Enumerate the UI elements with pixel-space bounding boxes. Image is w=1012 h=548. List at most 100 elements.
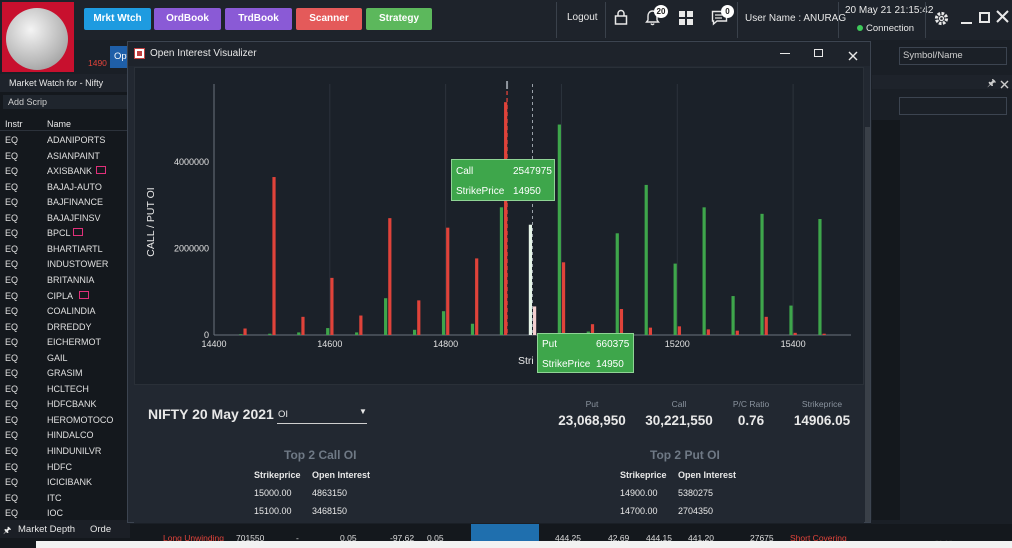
instr-column-header[interactable]: Instr: [5, 119, 23, 129]
watch-column-headers: Instr Name: [0, 116, 130, 131]
nav-button-ordbook[interactable]: OrdBook: [154, 8, 221, 30]
watch-row[interactable]: EQ GAIL: [0, 350, 130, 366]
lock-icon[interactable]: [613, 9, 629, 29]
watch-row[interactable]: EQ HEROMOTOCO: [0, 412, 130, 428]
grid-icon[interactable]: [678, 11, 694, 29]
open-interest-dialog: Open Interest Visualizer 14400 14600 14800…: [127, 41, 871, 523]
pin-icon[interactable]: 🖈: [3, 525, 12, 535]
watch-row[interactable]: EQ HINDALCO: [0, 427, 130, 443]
x-tick-label: 14600: [317, 339, 342, 349]
nav-button-scanner[interactable]: Scanner: [296, 8, 362, 30]
background-input-field[interactable]: [899, 97, 1007, 115]
watch-row[interactable]: EQ BAJAJ-AUTO: [0, 179, 130, 195]
call-bar: [615, 233, 619, 335]
watch-row[interactable]: EQ GRASIM: [0, 365, 130, 381]
watch-row[interactable]: EQ HDFCBANK: [0, 396, 130, 412]
divider: [925, 2, 926, 38]
call-tooltip-strike: 14950: [513, 186, 541, 197]
put-tooltip-strike-label: StrikePrice: [542, 359, 591, 370]
watch-row[interactable]: EQ AXISBANK: [0, 163, 130, 179]
call-bar: [818, 219, 822, 335]
strip-cell: 441.20: [688, 533, 714, 543]
watch-row[interactable]: EQ ADANIPORTS: [0, 132, 130, 148]
close-icon[interactable]: [996, 10, 1010, 24]
notification-count-badge: 20: [654, 5, 668, 18]
nav-button-trdbook[interactable]: TrdBook: [225, 8, 292, 30]
strip-cell: 27675: [750, 533, 774, 543]
watch-row[interactable]: EQ IOC: [0, 505, 130, 521]
row-instr: EQ: [5, 197, 19, 208]
gear-icon[interactable]: [932, 10, 950, 31]
dialog-scrollbar[interactable]: [865, 127, 870, 522]
symbol-search-input[interactable]: Symbol/Name: [899, 47, 1007, 65]
x-tick-label: 15200: [665, 339, 690, 349]
row-instr: EQ: [5, 135, 19, 145]
watch-row[interactable]: EQ HINDUNILVR: [0, 443, 130, 459]
orders-tab[interactable]: Orde: [90, 524, 112, 535]
call-bar: [528, 224, 532, 335]
news-flag-icon[interactable]: [95, 166, 106, 175]
watch-row[interactable]: EQ INDUSTOWER: [0, 256, 130, 272]
strip-cell: -97.62: [390, 533, 415, 543]
news-flag-icon[interactable]: [79, 290, 89, 299]
put-tooltip: Put 660375 StrikePrice 14950: [537, 333, 634, 373]
row-name: ADANIPORTS: [47, 135, 106, 145]
watch-row[interactable]: EQ BAJAJFINSV: [0, 210, 130, 226]
nav-button-strategy[interactable]: Strategy: [366, 8, 432, 30]
call-bar: [326, 328, 330, 335]
watch-row[interactable]: EQ ITC: [0, 490, 130, 506]
put-bar: [446, 227, 450, 335]
panel-close-icon[interactable]: [1000, 76, 1009, 89]
dialog-close-icon[interactable]: [848, 48, 858, 61]
maximize-icon[interactable]: [979, 12, 990, 23]
market-depth-tab[interactable]: Market Depth: [18, 524, 76, 535]
nav-button-mrkt-wtch[interactable]: Mrkt Wtch: [84, 8, 151, 30]
divider: [556, 2, 557, 38]
watch-row[interactable]: EQ COALINDIA: [0, 303, 130, 319]
watch-row[interactable]: EQ EICHERMOT: [0, 334, 130, 350]
logout-button[interactable]: Logout: [567, 12, 598, 23]
watch-row[interactable]: EQ BAJFINANCE: [0, 194, 130, 210]
row-instr: EQ: [5, 461, 19, 472]
news-flag-icon[interactable]: [73, 228, 84, 237]
watch-row[interactable]: EQ HDFC: [0, 459, 130, 475]
put-bar: [619, 309, 624, 335]
row-name: IOC: [47, 508, 64, 519]
row-name: BAJAJFINSV: [47, 212, 101, 223]
name-column-header[interactable]: Name: [47, 119, 72, 129]
put-bar: [533, 306, 537, 335]
row-name: BAJAJ-AUTO: [47, 181, 102, 192]
watch-row[interactable]: EQ BRITANNIA: [0, 272, 130, 288]
x-tick-label: 14400: [201, 339, 226, 349]
watch-row[interactable]: EQ HCLTECH: [0, 381, 130, 397]
watch-row[interactable]: EQ ICICIBANK: [0, 474, 130, 490]
strip-cell: 444.15: [646, 533, 672, 543]
watch-row[interactable]: EQ BHARTIARTL: [0, 241, 130, 257]
oi-dropdown[interactable]: OI ▼: [277, 404, 367, 424]
row-name: BHARTIARTL: [47, 243, 103, 254]
watch-row[interactable]: EQ CIPLA: [0, 288, 130, 304]
row-instr: EQ: [5, 212, 19, 223]
row-instr: EQ: [5, 337, 19, 348]
top-put-title: Top 2 Put OI: [650, 448, 720, 462]
minimize-icon[interactable]: [961, 12, 972, 24]
put-bar: [561, 262, 566, 335]
dialog-minimize-icon[interactable]: [780, 53, 790, 54]
row-instr: EQ: [5, 352, 19, 363]
dialog-maximize-icon[interactable]: [814, 49, 823, 57]
y-tick-label: 0: [204, 330, 209, 340]
put-tooltip-strike: 14950: [596, 359, 624, 370]
add-scrip-input[interactable]: Add Scrip: [3, 95, 127, 109]
call-bar: [297, 332, 301, 335]
watch-row[interactable]: EQ DRREDDY: [0, 319, 130, 335]
dialog-app-icon: [134, 48, 145, 59]
pin-icon[interactable]: 🖈: [987, 78, 997, 89]
top-put-row-1-strike: 14900.00: [620, 488, 658, 498]
watch-row[interactable]: EQ ASIANPAINT: [0, 148, 130, 164]
bottom-data-strip: Long Unwinding701550-0.05-97.620.0515350…: [36, 524, 1012, 548]
top-call-row-1-strike: 15000.00: [254, 488, 292, 498]
top-call-row-2-oi: 3468150: [312, 506, 348, 516]
x-axis-label: Stri: [518, 355, 534, 367]
watch-row[interactable]: EQ BPCL: [0, 225, 130, 241]
row-name: HEROMOTOCO: [47, 414, 114, 425]
